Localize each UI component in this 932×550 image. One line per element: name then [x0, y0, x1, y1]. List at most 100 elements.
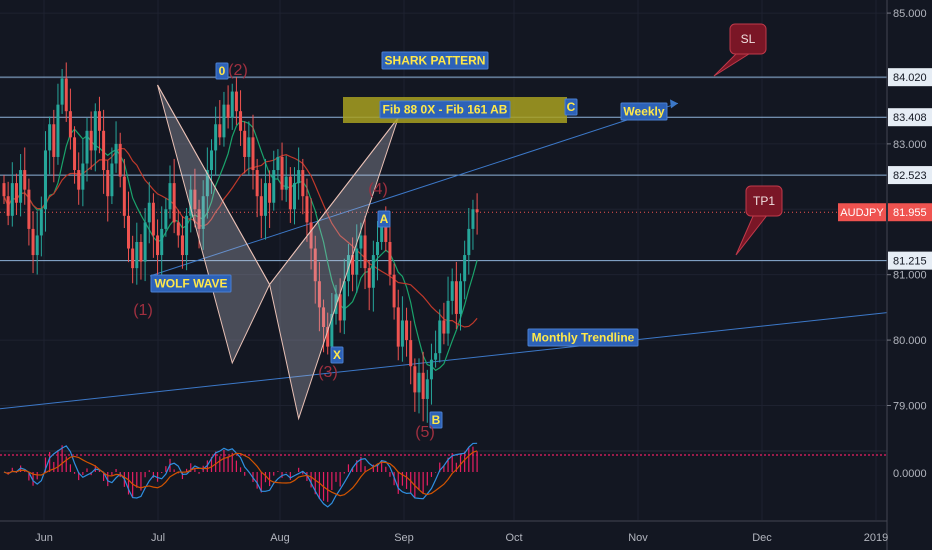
candle-body: [147, 202, 151, 223]
candle-body: [222, 104, 226, 138]
point-0-label: 0: [219, 64, 226, 78]
candle-body: [367, 268, 371, 288]
price-tick-label-8: 80.000: [893, 335, 927, 347]
point-A-box: [377, 210, 391, 228]
current-price-label: 81.955: [893, 207, 927, 219]
level-price-label-6: 81.215: [893, 256, 927, 268]
candle-body: [102, 130, 106, 171]
candle-body: [180, 235, 184, 256]
candle-body: [251, 137, 255, 171]
candle-body: [309, 222, 313, 249]
candle-body: [405, 320, 409, 341]
time-tick-label-6: Dec: [752, 532, 772, 544]
pattern-line-AC: [269, 117, 399, 285]
candle-body: [417, 372, 421, 393]
candle-body: [93, 111, 97, 151]
candle-body: [326, 327, 330, 347]
shark-pattern-label-box: [381, 51, 489, 70]
time-axis[interactable]: Jun Jul Aug Sep Oct Nov Dec 2019: [0, 520, 888, 544]
level-price-label-2: 83.408: [893, 112, 927, 124]
candle-body: [81, 163, 85, 190]
level-price-box-2: [888, 108, 932, 127]
candle-body: [317, 281, 321, 308]
weekly-trendline: [149, 102, 679, 277]
sl-callout-label: SL: [741, 32, 756, 46]
price-tick-label-7: 81.000: [893, 270, 927, 282]
tp1-callout-box: [745, 185, 783, 217]
annotations: Fib 88 0X - Fib 161 AB SHARK PATTERN Weekl…: [133, 23, 783, 441]
point-A-label: A: [380, 212, 389, 226]
candle-body: [413, 366, 417, 393]
candle-body: [363, 235, 367, 269]
candle-body: [35, 235, 39, 256]
price-tick-label-3: 83.000: [893, 139, 927, 151]
candle-body: [122, 176, 126, 216]
wave-label-2: (2): [228, 62, 248, 79]
symbol-box: [838, 203, 886, 222]
candle-body: [139, 241, 143, 262]
candle-body: [384, 222, 388, 242]
candle-body: [97, 111, 101, 131]
candle-body: [442, 320, 446, 334]
candle-body: [39, 209, 43, 236]
candle-body: [359, 235, 363, 249]
point-B-box: [429, 411, 443, 429]
candle-body: [263, 183, 267, 216]
candle-body: [48, 124, 52, 151]
candle-body: [429, 359, 433, 380]
candle-body: [176, 222, 180, 236]
candle-body: [89, 130, 93, 151]
candle-body: [44, 150, 47, 210]
candle-body: [151, 202, 155, 236]
candle-body: [60, 78, 64, 105]
candle-body: [272, 170, 276, 203]
wolf-wave-label-label: WOLF WAVE: [154, 277, 227, 291]
candle-body: [454, 281, 458, 314]
candle-body: [218, 124, 222, 138]
candle-body: [425, 379, 429, 399]
candle-body: [467, 228, 471, 256]
time-tick-label-4: Oct: [505, 532, 522, 544]
point-B-label: B: [432, 413, 441, 427]
wave-label-3: (3): [318, 364, 338, 381]
time-tick-label-2: Aug: [270, 532, 290, 544]
candle-body: [463, 255, 467, 282]
candle-body: [201, 196, 205, 229]
candle-body: [446, 300, 450, 334]
candle-body: [77, 170, 81, 190]
candle-body: [214, 124, 218, 151]
point-X-label: X: [333, 348, 341, 362]
candle-body: [247, 137, 251, 157]
price-axis[interactable]: 85.000 84.020 83.408 83.000 82.523 81.955 AUDJ…: [838, 0, 932, 550]
wave-label-5: (5): [415, 424, 435, 441]
candle-body: [351, 255, 355, 275]
candle-body: [197, 209, 201, 229]
candle-body: [293, 183, 296, 210]
candle-body: [355, 248, 359, 275]
candle-body: [475, 209, 479, 213]
time-tick-label-5: Nov: [628, 532, 648, 544]
candle-body: [409, 340, 413, 367]
shark-pattern-label-label: SHARK PATTERN: [385, 54, 486, 68]
oscillator-zero-label: 0.0000: [893, 468, 927, 480]
candle-body: [284, 176, 288, 190]
candle-body: [23, 170, 27, 190]
candle-body: [421, 372, 425, 399]
point-0-box: [215, 62, 229, 80]
time-tick-label-7: 2019: [864, 532, 888, 544]
level-price-box-4: [888, 166, 932, 185]
level-price-box-1: [888, 68, 932, 87]
candle-body: [68, 111, 72, 138]
candle-body: [371, 255, 375, 288]
current-price-box: [888, 203, 932, 222]
time-tick-label-0: Jun: [35, 532, 53, 544]
monthly-trendline-label-box: [527, 328, 639, 347]
candle-body: [27, 189, 31, 229]
candle-body: [131, 248, 135, 269]
candle-body: [243, 130, 247, 157]
candle-body: [135, 241, 139, 269]
candle-body: [168, 183, 172, 210]
candle-body: [400, 320, 404, 347]
candle-body: [305, 196, 309, 223]
